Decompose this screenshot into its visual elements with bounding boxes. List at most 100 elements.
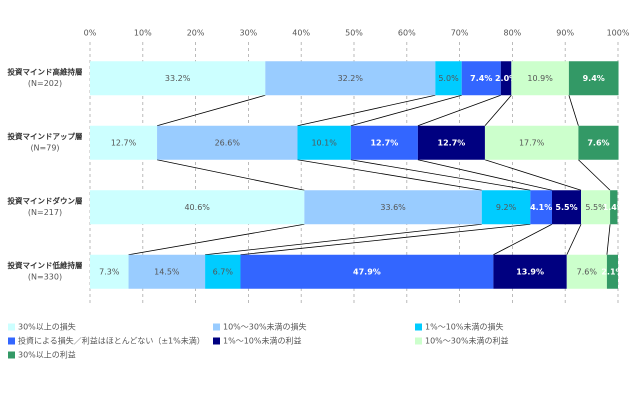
value-label: 4.1%	[530, 203, 552, 212]
connector-line	[417, 94, 501, 127]
legend-swatch	[8, 337, 15, 345]
legend-label: 1%～10%未満の利益	[223, 336, 301, 346]
category-label: 投資マインドアップ層	[8, 131, 83, 141]
bar-segment	[157, 125, 298, 160]
value-label: 47.9%	[353, 267, 381, 276]
connector-line	[240, 223, 531, 256]
bar-segment	[90, 125, 158, 160]
connector-line	[606, 224, 611, 255]
category-label: 投資マインド低維持層	[8, 260, 83, 270]
value-label: 10.1%	[311, 138, 337, 147]
bar-segment	[297, 125, 351, 160]
connector-line	[350, 159, 531, 191]
legend-label: 30%以上の利益	[18, 350, 76, 360]
connector-line	[417, 159, 553, 191]
bar-segment	[610, 190, 618, 225]
connector-line	[566, 224, 582, 255]
value-label: 9.4%	[583, 74, 605, 83]
value-label: 12.7%	[111, 138, 137, 147]
value-label: 12.7%	[370, 138, 398, 147]
value-label: 32.2%	[338, 74, 364, 83]
legend-label: 10%～30%未満の損失	[223, 322, 307, 332]
value-label: 1.4%	[603, 203, 625, 212]
x-tick-label: 0%	[84, 29, 97, 38]
x-tick-label: 90%	[556, 29, 574, 38]
value-label: 7.6%	[587, 138, 609, 147]
bar-segment	[500, 61, 512, 96]
value-label: 17.7%	[519, 138, 545, 147]
legend-label: 投資による損失／利益はほとんどない（±1%未満）	[18, 336, 205, 346]
connector-line	[484, 159, 582, 191]
bar-segment	[435, 61, 462, 96]
x-tick-label: 40%	[292, 29, 310, 38]
value-label: 13.9%	[516, 267, 544, 276]
connector-line	[205, 223, 482, 256]
value-label: 7.4%	[470, 74, 492, 83]
bar-segment	[484, 125, 579, 160]
connector-line	[297, 94, 436, 127]
value-label: 2.1%	[601, 267, 623, 276]
x-tick-label: 50%	[345, 29, 363, 38]
bar-segment	[417, 125, 485, 160]
bar-segment	[493, 254, 567, 289]
value-label: 6.7%	[213, 267, 234, 276]
connector-line	[128, 223, 305, 256]
bar-segment	[461, 61, 501, 96]
legend-swatch	[415, 337, 422, 345]
x-tick-label: 80%	[504, 29, 522, 38]
connector-line	[297, 159, 482, 191]
bar-segment	[265, 61, 436, 96]
category-sublabel: (N=79)	[30, 143, 59, 152]
x-tick-label: 10%	[134, 29, 152, 38]
bar-segment	[606, 254, 618, 289]
value-label: 26.6%	[215, 138, 241, 147]
bar-segment	[304, 190, 482, 225]
value-label: 33.6%	[380, 203, 406, 212]
bar-segment	[240, 254, 494, 289]
bar-segment	[581, 190, 611, 225]
connector-line	[350, 94, 462, 127]
legend-label: 30%以上の損失	[18, 322, 76, 332]
bar-segment	[552, 190, 582, 225]
category-sublabel: (N=202)	[28, 79, 62, 88]
bar-segment	[90, 61, 266, 96]
category-label: 投資マインド高維持層	[8, 66, 83, 76]
legend-swatch	[213, 323, 220, 331]
x-tick-label: 30%	[240, 29, 258, 38]
connector-line	[578, 159, 611, 191]
x-tick-label: 70%	[451, 29, 469, 38]
value-label: 12.7%	[438, 138, 466, 147]
value-label: 10.9%	[527, 74, 553, 83]
value-label: 14.5%	[154, 267, 180, 276]
value-label: 40.6%	[184, 203, 210, 212]
value-label: 33.2%	[165, 74, 191, 83]
bar-segment	[350, 125, 418, 160]
x-tick-label: 60%	[398, 29, 416, 38]
x-tick-label: 100%	[607, 29, 630, 38]
bar-segment	[205, 254, 241, 289]
connector-line	[568, 95, 579, 126]
connector-line	[493, 223, 553, 256]
connector-line	[484, 94, 512, 127]
legend-swatch	[415, 323, 422, 331]
category-sublabel: (N=217)	[28, 208, 62, 217]
bar-segment	[481, 190, 531, 225]
value-label: 5.0%	[438, 74, 459, 83]
legend-swatch	[213, 337, 220, 345]
bar-segment	[90, 190, 305, 225]
bar-segment	[568, 61, 619, 96]
value-label: 9.2%	[496, 203, 517, 212]
value-label: 5.5%	[585, 203, 606, 212]
x-tick-label: 20%	[187, 29, 205, 38]
bar-segment	[530, 190, 552, 225]
category-label: 投資マインドダウン層	[8, 195, 83, 205]
connector-line	[156, 94, 266, 127]
legend-swatch	[8, 351, 15, 359]
bar-segment	[578, 125, 619, 160]
value-label: 7.6%	[577, 267, 598, 276]
value-label: 7.3%	[99, 267, 120, 276]
legend-label: 1%～10%未満の損失	[425, 322, 503, 332]
bar-segment	[128, 254, 206, 289]
